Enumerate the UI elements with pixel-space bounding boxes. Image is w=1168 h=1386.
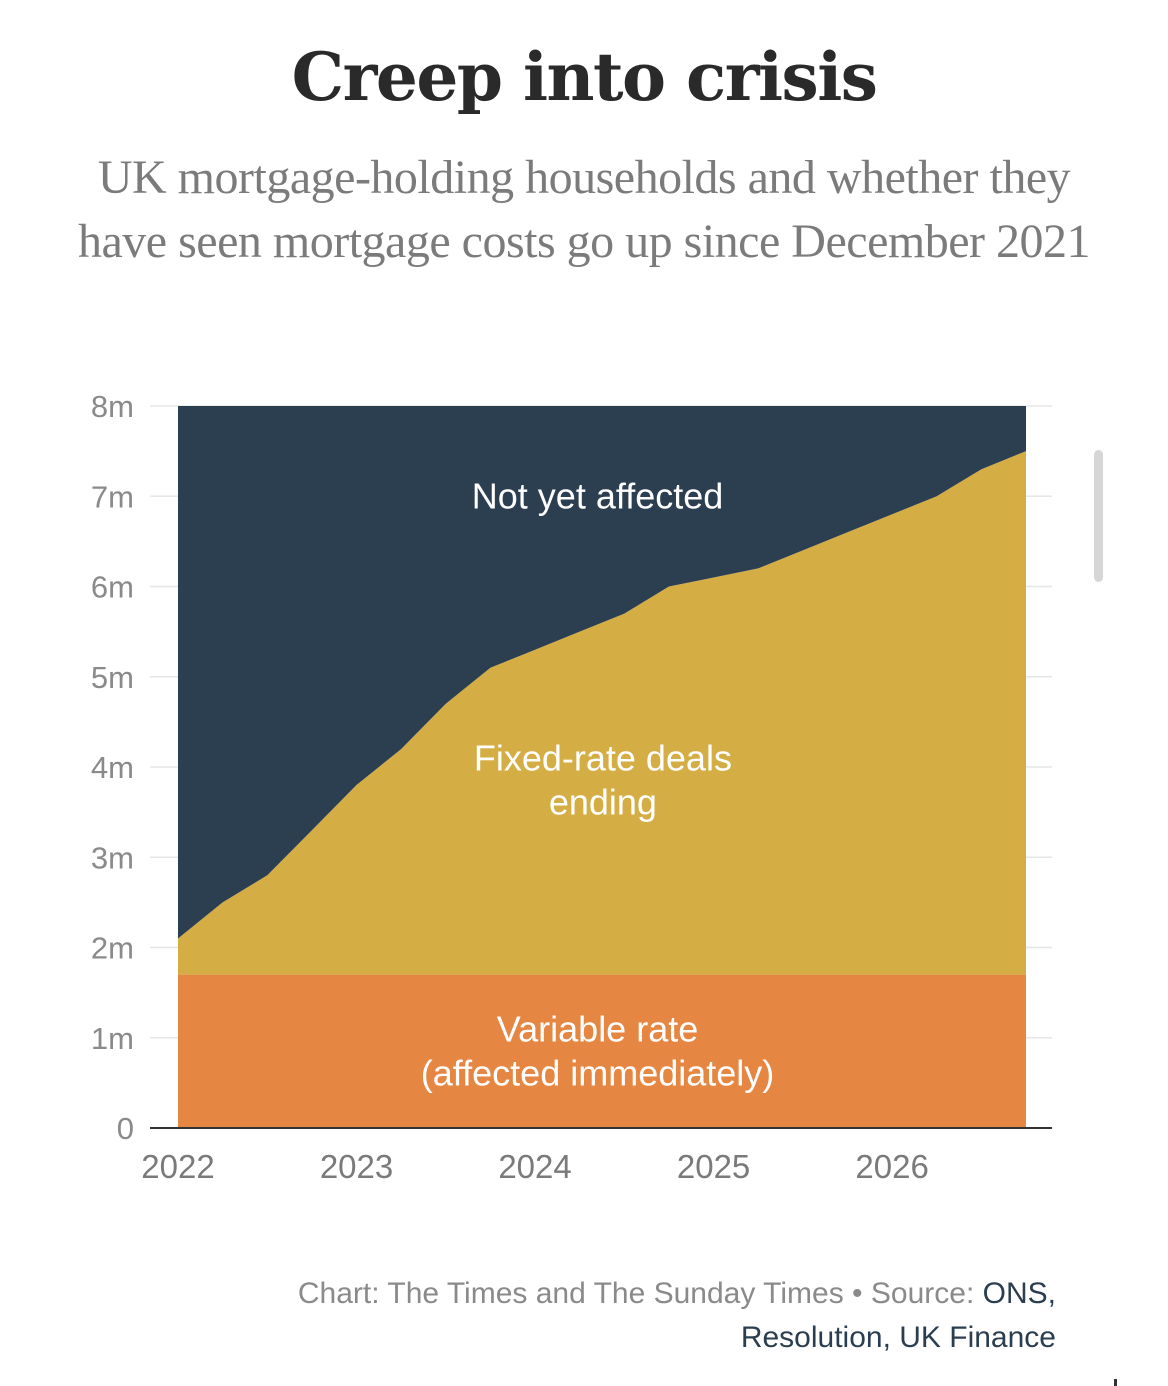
y-tick-label: 2m xyxy=(91,931,134,966)
area-label-1: Fixed-rate deals xyxy=(474,738,732,779)
x-tick-label: 2025 xyxy=(677,1148,750,1185)
x-tick-label: 2026 xyxy=(855,1148,928,1185)
source-link-ons[interactable]: ONS, xyxy=(982,1277,1056,1310)
x-axis-tick-labels: 2022 2023 2024 2025 2026 xyxy=(141,1148,929,1185)
area-label-0: Variable rate xyxy=(497,1008,698,1049)
chart-subtitle: UK mortgage-holding households and wheth… xyxy=(78,151,1091,268)
area-label-0: (affected immediately) xyxy=(421,1052,774,1093)
scrollbar-thumb[interactable] xyxy=(1094,450,1103,582)
chart-title: Creep into crisis xyxy=(291,38,878,116)
chart-footer: Chart: The Times and The Sunday Times • … xyxy=(156,1272,1056,1360)
footer-separator: • xyxy=(843,1277,871,1310)
y-tick-label: 0 xyxy=(117,1111,134,1146)
area-labels: Variable rate(affected immediately) Fixed… xyxy=(421,475,774,1093)
area-series-2 xyxy=(178,406,1026,939)
area-label-2: Not yet affected xyxy=(472,475,724,516)
y-tick-label: 7m xyxy=(91,479,134,514)
corner-mark xyxy=(1114,1379,1117,1386)
source-link-rest[interactable]: Resolution, UK Finance xyxy=(740,1321,1056,1354)
y-tick-label: 1m xyxy=(91,1021,134,1056)
x-tick-label: 2024 xyxy=(498,1148,571,1185)
y-axis-tick-labels: 0 1m 2m 3m 4m 5m 6m 7m 8m xyxy=(91,389,134,1146)
y-tick-label: 5m xyxy=(91,660,134,695)
stacked-areas xyxy=(178,406,1026,1128)
x-tick-label: 2022 xyxy=(141,1148,214,1185)
x-tick-label: 2023 xyxy=(320,1148,393,1185)
y-tick-label: 3m xyxy=(91,840,134,875)
chart-credit: Chart: The Times and The Sunday Times xyxy=(297,1277,844,1310)
y-tick-label: 8m xyxy=(91,389,134,424)
area-series-0 xyxy=(178,974,1026,1128)
area-label-1: ending xyxy=(549,782,657,823)
source-prefix: Source: xyxy=(870,1277,983,1310)
y-tick-label: 4m xyxy=(91,750,134,785)
area-series-1 xyxy=(178,451,1026,975)
y-tick-label: 6m xyxy=(91,570,134,605)
